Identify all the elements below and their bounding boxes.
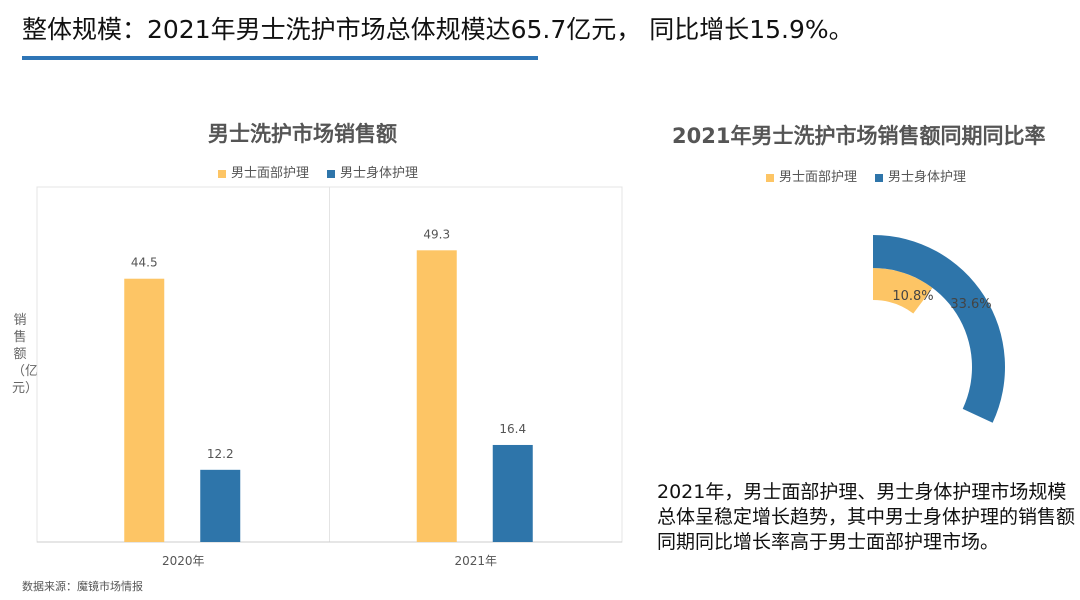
legend-swatch-body — [327, 169, 336, 178]
source-note: 数据来源：魔镜市场情报 — [22, 580, 143, 593]
data-label: 49.3 — [423, 227, 450, 241]
bar-body — [200, 469, 241, 542]
data-label-body: 33.6% — [950, 297, 991, 312]
legend-swatch-body — [875, 173, 884, 182]
bar-chart-legend: 男士面部护理 男士身体护理 — [218, 162, 418, 181]
title-underline — [22, 56, 538, 60]
legend-item-face: 男士面部护理 — [766, 166, 857, 185]
data-label: 44.5 — [131, 256, 158, 270]
bar-body — [492, 444, 533, 542]
data-label-face: 10.8% — [892, 289, 933, 304]
legend-swatch-face — [766, 173, 774, 182]
radial-bar-body — [873, 235, 1005, 423]
description-text: 2021年，男士面部护理、男士身体护理市场规模总体呈稳定增长趋势，其中男士身体护… — [657, 481, 1076, 553]
radial-bar-face — [873, 268, 933, 314]
bar-face — [124, 278, 165, 542]
legend-item-body: 男士身体护理 — [327, 162, 418, 181]
data-label: 16.4 — [499, 422, 526, 436]
x-tick-label: 2020年 — [162, 554, 205, 568]
radial-chart-legend: 男士面部护理 男士身体护理 — [766, 166, 966, 185]
x-tick-label: 2021年 — [454, 554, 497, 568]
legend-swatch-face — [218, 169, 226, 178]
legend-item-body: 男士身体护理 — [875, 166, 966, 185]
bar-chart: 2020年 44.5 12.2 2021年 49.3 16.4 — [36, 186, 623, 568]
page-title: 整体规模：2021年男士洗护市场总体规模达65.7亿元， 同比增长15.9%。 — [22, 15, 854, 44]
radial-chart: 10.8% 33.6% — [873, 235, 1005, 423]
radial-chart-title: 2021年男士洗护市场销售额同期同比率 — [672, 124, 1046, 148]
legend-item-face: 男士面部护理 — [218, 162, 309, 181]
data-label: 12.2 — [207, 447, 234, 461]
bar-face — [416, 250, 457, 542]
bar-chart-title: 男士洗护市场销售额 — [208, 122, 397, 146]
